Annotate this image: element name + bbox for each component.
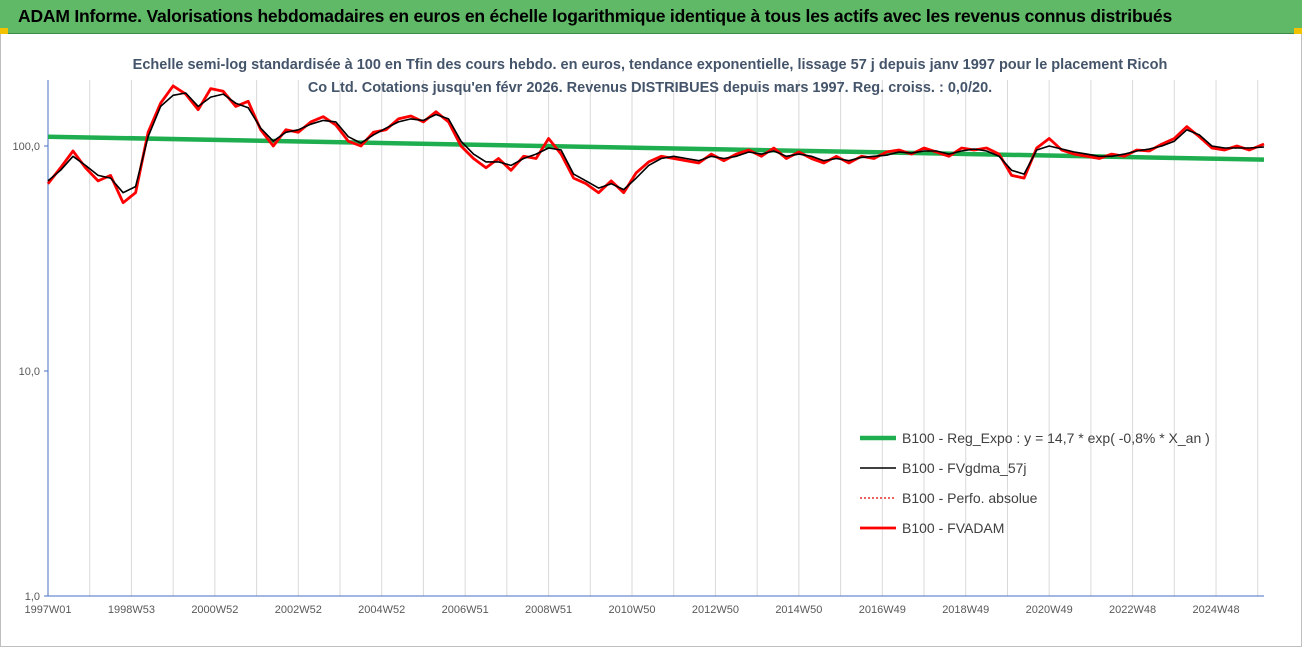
- x-tick-label: 2000W52: [191, 604, 238, 616]
- x-tick-label: 2024W48: [1192, 604, 1239, 616]
- x-tick-label: 1997W01: [24, 604, 71, 616]
- y-tick-label: 1,0: [25, 591, 40, 603]
- header-bar: ADAM Informe. Valorisations hebdomadaire…: [0, 0, 1302, 34]
- x-tick-label: 2002W52: [275, 604, 322, 616]
- axes: 1,0 10,0 100,0 1997W01 1998W53 2000W52 2002W52…: [12, 80, 1264, 616]
- fvgdma-line: [47, 92, 1265, 194]
- x-tick-label: 2020W49: [1026, 604, 1073, 616]
- perfo-absolue-line: [47, 92, 1265, 194]
- x-tick-label: 2014W50: [775, 604, 822, 616]
- legend-label: B100 - FVgdma_57j: [902, 460, 1027, 476]
- x-tick-label: 2006W51: [442, 604, 489, 616]
- chart-title: Echelle semi-log standardisée à 100 en T…: [132, 57, 1168, 96]
- legend-label: B100 - FVADAM: [902, 520, 1004, 536]
- fvadam-line: [46, 84, 1265, 205]
- x-tick-label: 2022W48: [1109, 604, 1156, 616]
- x-tick-label: 2008W51: [525, 604, 572, 616]
- page-title: ADAM Informe. Valorisations hebdomadaire…: [18, 6, 1172, 26]
- legend-label: B100 - Reg_Expo : y = 14,7 * exp( -0,8% …: [902, 430, 1210, 446]
- x-tick-label: 1998W53: [108, 604, 155, 616]
- x-tick-label: 2016W49: [859, 604, 906, 616]
- x-tick-label: 2004W52: [358, 604, 405, 616]
- reg-expo-line: [47, 134, 1265, 162]
- y-tick-label: 10,0: [19, 366, 40, 378]
- series-layer: [46, 84, 1265, 205]
- x-tick-label: 2010W50: [608, 604, 655, 616]
- legend-label: B100 - Perfo. absolue: [902, 490, 1038, 506]
- y-tick-label: 100,0: [12, 141, 40, 153]
- x-tick-label: 2012W50: [692, 604, 739, 616]
- corner-mark-left: [0, 28, 8, 34]
- legend: B100 - Reg_Expo : y = 14,7 * exp( -0,8% …: [860, 430, 1210, 536]
- x-tick-label: 2018W49: [942, 604, 989, 616]
- corner-mark-right: [1294, 28, 1302, 34]
